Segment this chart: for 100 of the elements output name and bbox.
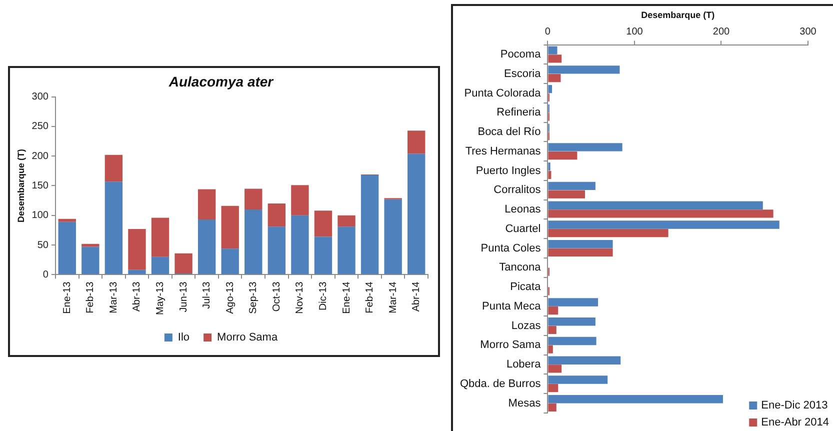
y-tick-label: 0 bbox=[42, 269, 49, 280]
y-tick-label: Corralitos bbox=[494, 184, 542, 196]
y-tick-label: Tres Hermanas bbox=[465, 145, 542, 158]
bar bbox=[548, 210, 774, 218]
x-tick-label: Mar-13 bbox=[108, 281, 120, 314]
bar bbox=[548, 85, 552, 94]
y-tick-label: Escoria bbox=[504, 68, 542, 80]
y-tick-label: 150 bbox=[32, 180, 49, 192]
y-tick-label: Punta Colorada bbox=[464, 87, 542, 100]
bar bbox=[548, 364, 562, 373]
y-tick-label: 200 bbox=[32, 150, 49, 162]
x-tick-label: 300 bbox=[800, 26, 817, 38]
bar bbox=[151, 256, 170, 274]
bar bbox=[548, 403, 556, 412]
y-tick-label: Lozas bbox=[511, 320, 542, 332]
bar bbox=[548, 228, 668, 238]
x-tick-label: Nov-13 bbox=[294, 281, 306, 314]
bar bbox=[548, 306, 558, 315]
bar bbox=[221, 206, 239, 249]
y-tick-label: Boca del Río bbox=[478, 126, 541, 138]
y-tick-label: Cuartel bbox=[505, 222, 541, 235]
y-tick-label: Refineria bbox=[496, 106, 542, 119]
y-tick-label: 300 bbox=[32, 92, 49, 103]
bar bbox=[408, 130, 426, 154]
x-tick-label: May-13 bbox=[155, 281, 166, 316]
x-tick-label: Jun-13 bbox=[178, 281, 190, 312]
bar bbox=[548, 54, 562, 63]
x-tick-label: 100 bbox=[626, 26, 644, 38]
y-tick-label: Tancona bbox=[499, 262, 542, 274]
bar bbox=[244, 188, 262, 210]
y-tick-label: 250 bbox=[32, 121, 49, 132]
bar bbox=[104, 182, 123, 274]
bar bbox=[384, 199, 402, 274]
bar bbox=[314, 210, 332, 237]
bar bbox=[408, 154, 426, 274]
bar bbox=[548, 326, 556, 334]
bar bbox=[548, 220, 780, 229]
legend-label: Ene-Abr 2014 bbox=[761, 416, 830, 429]
legend-label: Ilo bbox=[178, 332, 190, 344]
x-tick-label: Abr-14 bbox=[411, 281, 422, 312]
x-tick-label: Ene-14 bbox=[341, 281, 352, 314]
y-tick-label: Puerto Ingles bbox=[476, 164, 542, 177]
chart-title: Aulacomya ater bbox=[168, 73, 275, 90]
y-tick-label: Picata bbox=[510, 281, 542, 294]
bar bbox=[548, 356, 621, 364]
bar bbox=[128, 270, 146, 274]
bar bbox=[360, 175, 379, 274]
bar bbox=[548, 46, 558, 54]
x-tick-label: Abr-13 bbox=[132, 281, 143, 312]
x-tick-label: Oct-13 bbox=[271, 281, 282, 312]
x-tick-label: 200 bbox=[712, 26, 730, 38]
bar bbox=[104, 154, 123, 182]
bar bbox=[548, 170, 552, 180]
y-axis-title: Desembarque (T) bbox=[16, 148, 26, 222]
bar bbox=[548, 151, 578, 160]
bar bbox=[82, 246, 100, 274]
bar bbox=[198, 220, 216, 274]
bar bbox=[58, 222, 76, 274]
x-tick-label: Mar-14 bbox=[388, 281, 399, 314]
x-tick-label: Sep-13 bbox=[248, 281, 260, 314]
x-tick-label: Feb-13 bbox=[85, 281, 96, 314]
x-tick-label: Jul-13 bbox=[202, 281, 213, 309]
legend-label: Morro Sama bbox=[217, 332, 278, 344]
bar bbox=[548, 384, 558, 392]
bar bbox=[58, 218, 76, 222]
x-tick-label: 0 bbox=[544, 26, 551, 38]
bar bbox=[268, 204, 286, 227]
y-tick-label: Punta Meca bbox=[482, 300, 542, 312]
x-tick-label: Ene-13 bbox=[62, 281, 73, 314]
y-tick-label: Leonas bbox=[504, 204, 542, 216]
y-tick-label: Morro Sama bbox=[480, 339, 542, 352]
bar bbox=[548, 248, 613, 257]
y-tick-label: Mesas bbox=[508, 397, 542, 410]
x-tick-label: Feb-14 bbox=[364, 281, 376, 314]
bar bbox=[198, 189, 216, 220]
legend-label: Ene-Dic 2013 bbox=[761, 400, 828, 412]
y-tick-label: Pocoma bbox=[500, 48, 542, 61]
bar bbox=[244, 209, 262, 274]
bar bbox=[291, 215, 309, 274]
bar bbox=[338, 215, 356, 227]
bar bbox=[548, 143, 622, 152]
bar bbox=[338, 226, 356, 274]
bar bbox=[548, 345, 553, 354]
bar bbox=[548, 74, 561, 82]
x-axis-title: Desembarque (T) bbox=[641, 10, 715, 20]
y-tick-label: 50 bbox=[37, 240, 49, 251]
bar bbox=[268, 226, 286, 274]
bar bbox=[291, 185, 309, 216]
bar bbox=[548, 190, 586, 198]
bar bbox=[548, 298, 598, 306]
y-tick-label: Punta Coles bbox=[480, 242, 542, 254]
y-tick-label: Lobera bbox=[506, 358, 542, 371]
bar bbox=[548, 66, 620, 74]
bar bbox=[548, 395, 723, 404]
bar bbox=[221, 248, 239, 274]
x-tick-label: Ago-13 bbox=[224, 281, 236, 314]
y-tick-label: Qbda. de Burros bbox=[460, 378, 542, 390]
bar bbox=[548, 240, 613, 248]
bar bbox=[174, 253, 192, 274]
bar bbox=[548, 376, 608, 384]
